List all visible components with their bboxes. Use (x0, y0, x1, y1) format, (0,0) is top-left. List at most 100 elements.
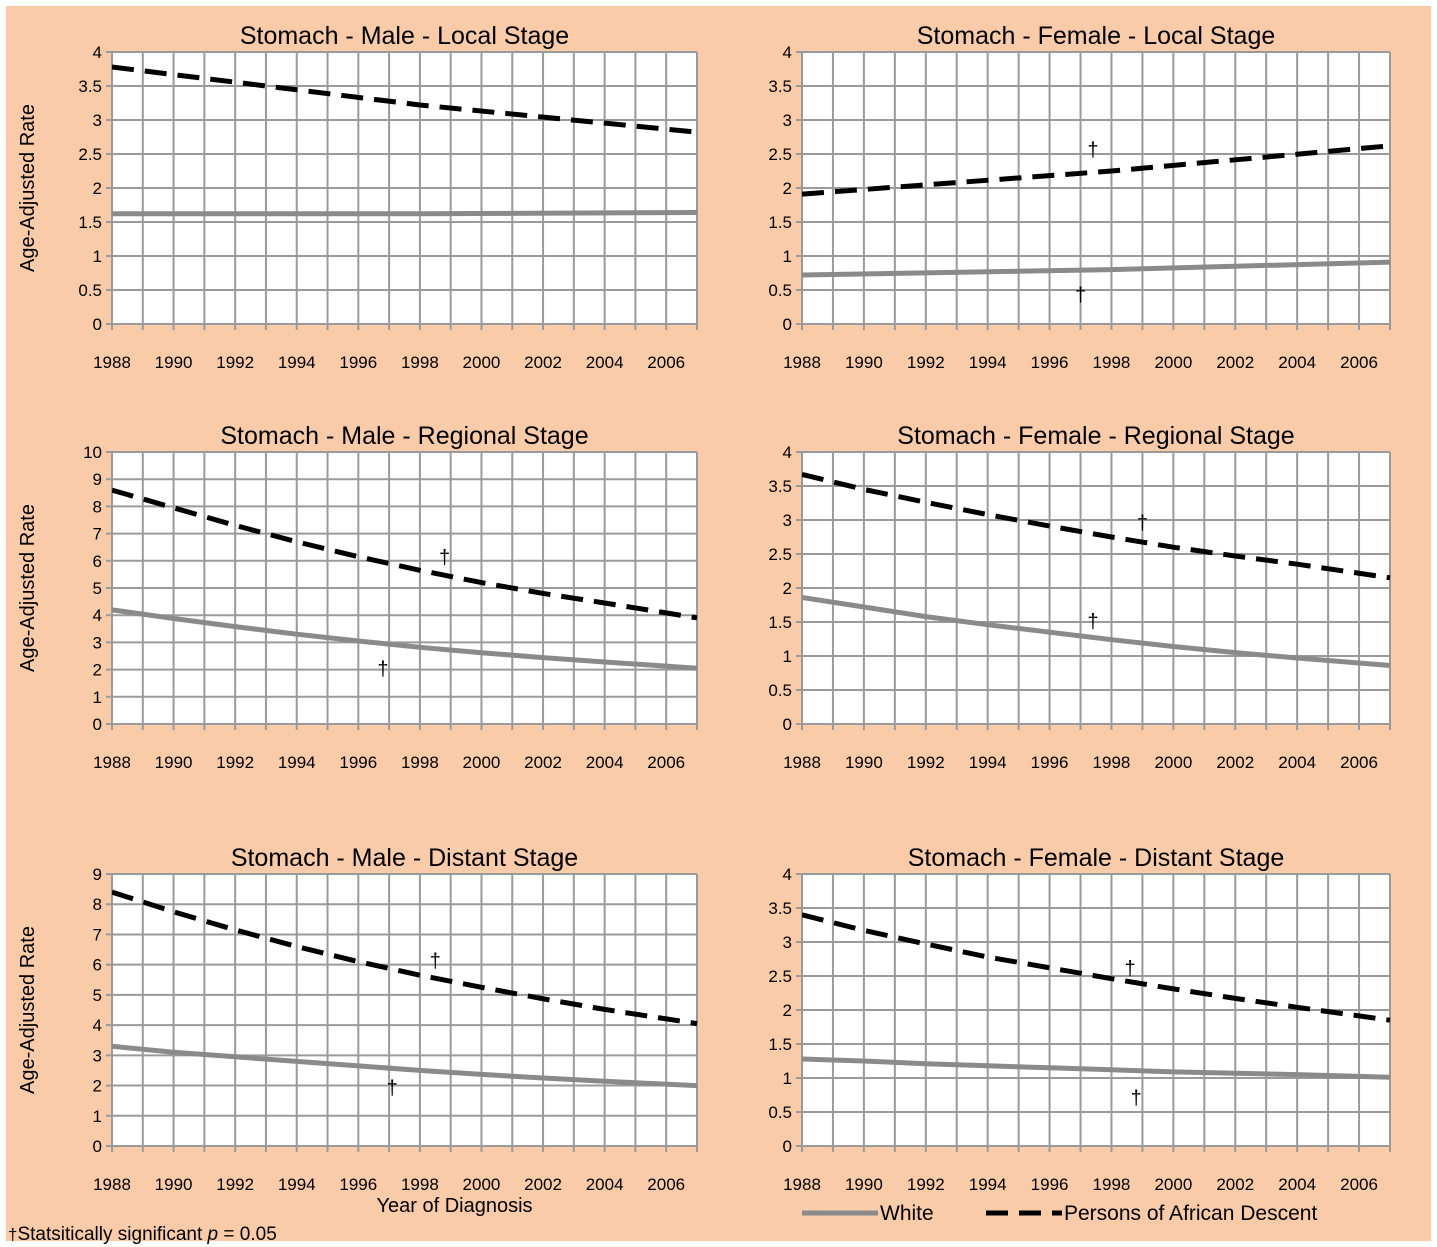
x-tick-label: 1988 (783, 353, 821, 372)
footnote-dagger: † (8, 1225, 18, 1244)
x-tick-label: 2006 (1340, 753, 1378, 772)
x-tick-label: 2004 (586, 753, 624, 772)
x-tick-label: 1990 (155, 1175, 193, 1194)
series-line-african-descent (112, 889, 698, 1027)
y-tick-label: 2.5 (768, 545, 792, 564)
legend-label-african-descent: Persons of African Descent (1064, 1202, 1317, 1225)
y-tick-label: 1.5 (768, 1035, 792, 1054)
x-tick-label: 2002 (1216, 1175, 1254, 1194)
chart-panel-3: 0 1 2 3 4 5 6 7 8 9 10 1988 1990 1992 1994 1996 1998 2000… (17, 422, 698, 772)
y-tick-label: 2 (783, 579, 792, 598)
x-tick-label: 2004 (1278, 353, 1316, 372)
x-tick-label: 1992 (907, 753, 945, 772)
y-tick-label: 2 (93, 179, 102, 198)
chart-title: Stomach - Male - Local Stage (240, 22, 569, 50)
footnote-p: p (207, 1224, 219, 1245)
x-tick-label: 2002 (524, 1175, 562, 1194)
y-tick-label: 2 (783, 1001, 792, 1020)
series-line-white (112, 210, 698, 217)
y-tick-label: 0.5 (768, 681, 792, 700)
chart-panel-5: 0 1 2 3 4 5 6 7 8 9 1988 1990 1992 1994 1996 1998 2000 20… (17, 844, 698, 1217)
y-tick-label: 4 (93, 606, 102, 625)
significance-marker: † (377, 659, 388, 681)
y-tick-label: 7 (93, 525, 102, 544)
y-tick-label: 9 (93, 865, 102, 884)
x-tick-label: 1996 (339, 1175, 377, 1194)
footnote-tail: = 0.05 (218, 1224, 277, 1245)
x-tick-label: 1996 (339, 353, 377, 372)
y-tick-label: 2 (93, 1077, 102, 1096)
series-line-african-descent (112, 487, 698, 621)
y-axis-title: Age-Adjusted Rate (17, 104, 39, 272)
y-tick-label: 3.5 (768, 77, 792, 96)
y-tick-label: 1 (93, 688, 102, 707)
y-tick-label: 3 (93, 633, 102, 652)
series-line-white (112, 1043, 698, 1089)
series-line-white (112, 607, 698, 671)
y-tick-label: 2.5 (78, 145, 102, 164)
y-tick-label: 0 (93, 715, 102, 734)
x-tick-label: 1994 (969, 353, 1007, 372)
chart-panel-1: 0 0.5 1 1.5 2 2.5 3 3.5 4 1988 1990 1992 1994 1996 199… (17, 22, 698, 372)
y-axis-title: Age-Adjusted Rate (17, 926, 39, 1094)
chart-title: Stomach - Female - Regional Stage (897, 422, 1294, 450)
figure-background: 0 0.5 1 1.5 2 2.5 3 3.5 4 1988 1990 1992 1994 1996 199… (6, 6, 1431, 1245)
y-tick-label: 3.5 (768, 899, 792, 918)
series-line-white (802, 595, 1391, 668)
y-tick-label: 8 (93, 895, 102, 914)
y-tick-label: 0 (93, 315, 102, 334)
y-tick-label: 2.5 (768, 145, 792, 164)
x-tick-label: 1996 (1031, 1175, 1069, 1194)
chart-title: Stomach - Female - Local Stage (917, 22, 1276, 50)
significance-marker: † (439, 547, 450, 569)
footnote: †Statsitically significant p = 0.05 (8, 1224, 277, 1246)
x-tick-label: 2004 (1278, 1175, 1316, 1194)
y-tick-label: 0.5 (768, 281, 792, 300)
x-tick-label: 1988 (783, 753, 821, 772)
x-tick-label: 1992 (907, 1175, 945, 1194)
y-tick-label: 7 (93, 925, 102, 944)
chart-panel-6: 0 0.5 1 1.5 2 2.5 3 3.5 4 1988 1990 1992 1994 1996 199… (768, 844, 1391, 1194)
y-tick-label: 8 (93, 497, 102, 516)
x-tick-label: 1994 (278, 753, 316, 772)
significance-marker: † (1087, 611, 1098, 633)
y-tick-label: 3.5 (768, 477, 792, 496)
x-tick-label: 2006 (647, 353, 685, 372)
y-tick-label: 6 (93, 956, 102, 975)
x-tick-label: 1990 (155, 753, 193, 772)
y-tick-label: 3 (93, 1046, 102, 1065)
y-tick-label: 2.5 (768, 967, 792, 986)
series-line-white (802, 259, 1391, 278)
x-tick-label: 1992 (216, 753, 254, 772)
y-tick-label: 5 (93, 579, 102, 598)
x-tick-label: 2006 (647, 1175, 685, 1194)
x-tick-label: 1998 (1093, 353, 1131, 372)
y-axis-title: Age-Adjusted Rate (17, 504, 39, 672)
chart-title: Stomach - Female - Distant Stage (908, 844, 1285, 872)
chart-panel-2: 0 0.5 1 1.5 2 2.5 3 3.5 4 1988 1990 1992 1994 1996 199… (768, 22, 1391, 372)
x-tick-label: 2006 (1340, 1175, 1378, 1194)
significance-marker: † (430, 951, 441, 973)
y-tick-label: 3 (783, 511, 792, 530)
x-tick-label: 2000 (1154, 353, 1192, 372)
y-tick-label: 2 (783, 179, 792, 198)
x-tick-label: 2000 (463, 353, 501, 372)
x-tick-label: 2006 (1340, 353, 1378, 372)
x-tick-label: 2004 (586, 353, 624, 372)
x-tick-label: 1992 (216, 353, 254, 372)
y-tick-label: 4 (783, 43, 792, 62)
y-tick-label: 3 (783, 111, 792, 130)
x-tick-label: 1990 (155, 353, 193, 372)
x-tick-label: 2002 (1216, 753, 1254, 772)
x-tick-label: 2000 (1154, 1175, 1192, 1194)
x-tick-label: 1994 (278, 353, 316, 372)
x-tick-label: 1998 (401, 1175, 439, 1194)
series-line-african-descent (112, 64, 698, 135)
x-tick-label: 1994 (969, 753, 1007, 772)
series-line-african-descent (802, 912, 1391, 1023)
x-tick-label: 1998 (1093, 753, 1131, 772)
y-tick-label: 1 (93, 247, 102, 266)
x-tick-label: 1996 (1031, 353, 1069, 372)
x-tick-label: 1996 (339, 753, 377, 772)
x-axis-title: Year of Diagnosis (376, 1195, 532, 1217)
